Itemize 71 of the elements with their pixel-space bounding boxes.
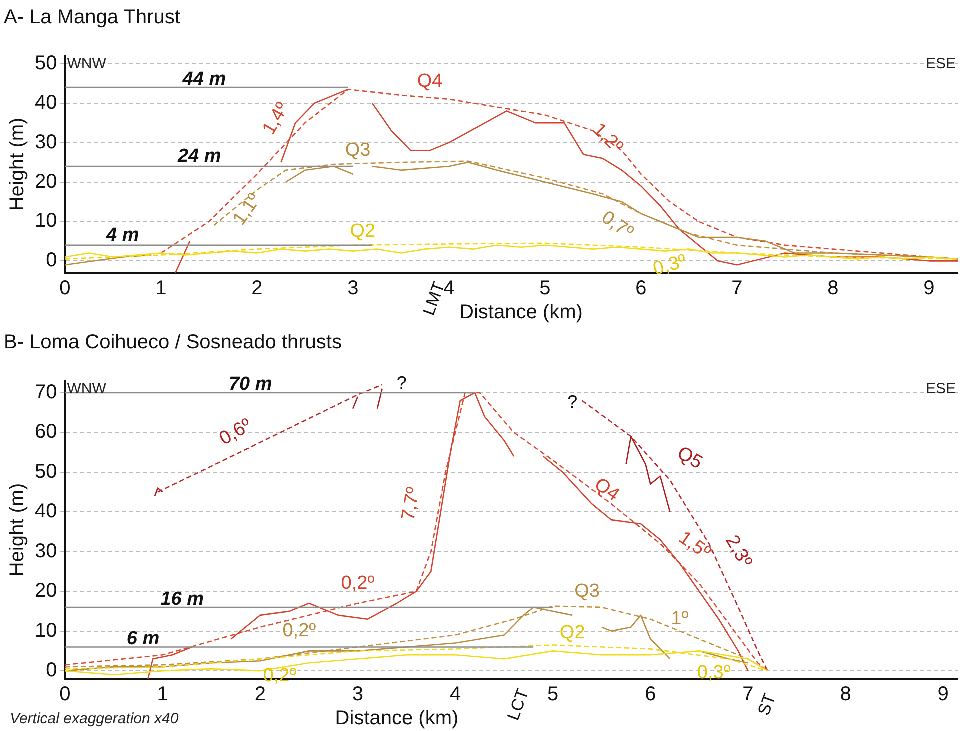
annotation: 0,3º — [697, 662, 731, 684]
y-tick-label: 50 — [34, 52, 58, 74]
x-axis-title: Distance (km) — [460, 302, 583, 324]
annotation: Q5 — [674, 442, 706, 474]
y-tick-label: 50 — [34, 460, 58, 483]
x-tick-label: 8 — [840, 684, 852, 706]
annotation: 44 m — [182, 68, 226, 90]
annotation: Q2 — [350, 220, 376, 242]
annotation: ESE — [926, 380, 956, 398]
annotation: 0,2º — [282, 620, 316, 642]
y-tick-label: 30 — [34, 540, 58, 562]
y-tick-label: 0 — [46, 250, 58, 272]
y-axis-title: Height (m) — [6, 483, 29, 577]
annotation: ? — [568, 392, 578, 412]
annotation: Q4 — [417, 70, 444, 92]
y-tick-label: 60 — [34, 421, 58, 444]
y-tick-label: 40 — [34, 500, 58, 523]
annotation: Q4 — [590, 474, 624, 506]
text: Vertical exaggeration x40 — [10, 710, 180, 728]
x-tick-label: 1 — [157, 684, 168, 706]
y-tick-label: 10 — [34, 620, 58, 642]
annotation: 1,2º — [588, 119, 628, 158]
x-tick-label: 6 — [636, 278, 647, 300]
annotation: Q2 — [560, 622, 586, 644]
annotation: WNW — [67, 56, 108, 73]
y-tick-label: 30 — [34, 131, 58, 154]
x-tick-label: 9 — [924, 278, 935, 300]
annotation: ESE — [926, 56, 956, 73]
x-tick-label: 3 — [352, 684, 364, 706]
chart-title: B- Loma Coihueco / Sosneado thrusts — [4, 332, 342, 354]
y-tick-label: 20 — [34, 170, 58, 193]
x-tick-label: 5 — [540, 278, 551, 300]
annotation: 4 m — [105, 224, 140, 246]
x-tick-label: 5 — [548, 684, 559, 706]
x-tick-label: 2 — [252, 278, 263, 300]
y-tick-label: 70 — [34, 381, 58, 404]
annotation: 0,2º — [341, 572, 375, 594]
annotation: 70 m — [228, 374, 272, 396]
annotation: 24 m — [176, 146, 222, 167]
text: ST — [754, 691, 780, 718]
y-tick-label: 0 — [46, 660, 58, 682]
x-tick-label: 2 — [254, 684, 266, 706]
annotation: ? — [396, 372, 407, 393]
annotation: 1,5º — [675, 528, 714, 564]
x-tick-label: 1 — [156, 278, 167, 300]
x-tick-label: 4 — [444, 278, 455, 300]
annotation: 6 m — [126, 628, 160, 650]
annotation: 1º — [671, 608, 689, 630]
x-tick-label: 9 — [938, 684, 949, 706]
text: LCT — [504, 686, 533, 724]
annotation: 16 m — [160, 588, 204, 610]
y-tick-label: 10 — [34, 210, 58, 232]
annotation: Q3 — [574, 580, 600, 602]
x-tick-label: 7 — [732, 278, 743, 300]
y-tick-label: 40 — [34, 92, 58, 114]
annotation: 0,3º — [651, 251, 689, 280]
y-tick-label: 20 — [34, 580, 58, 602]
annotation: 7,7º — [398, 486, 425, 522]
annotation: 0,7º — [598, 207, 638, 244]
x-tick-label: 3 — [348, 278, 359, 300]
x-tick-label: 6 — [645, 684, 656, 706]
chart-title: A- La Manga Thrust — [4, 6, 181, 29]
annotation: 0,6º — [216, 414, 256, 450]
x-axis-title: Distance (km) — [335, 708, 459, 730]
x-tick-label: 8 — [828, 278, 839, 300]
annotation: 2,3º — [721, 532, 756, 572]
annotation: Q3 — [345, 140, 371, 161]
annotation: WNW — [67, 380, 108, 398]
x-tick-label: 4 — [450, 684, 462, 706]
x-tick-label: 7 — [742, 684, 754, 706]
y-axis-title: Height (m) — [6, 118, 29, 212]
